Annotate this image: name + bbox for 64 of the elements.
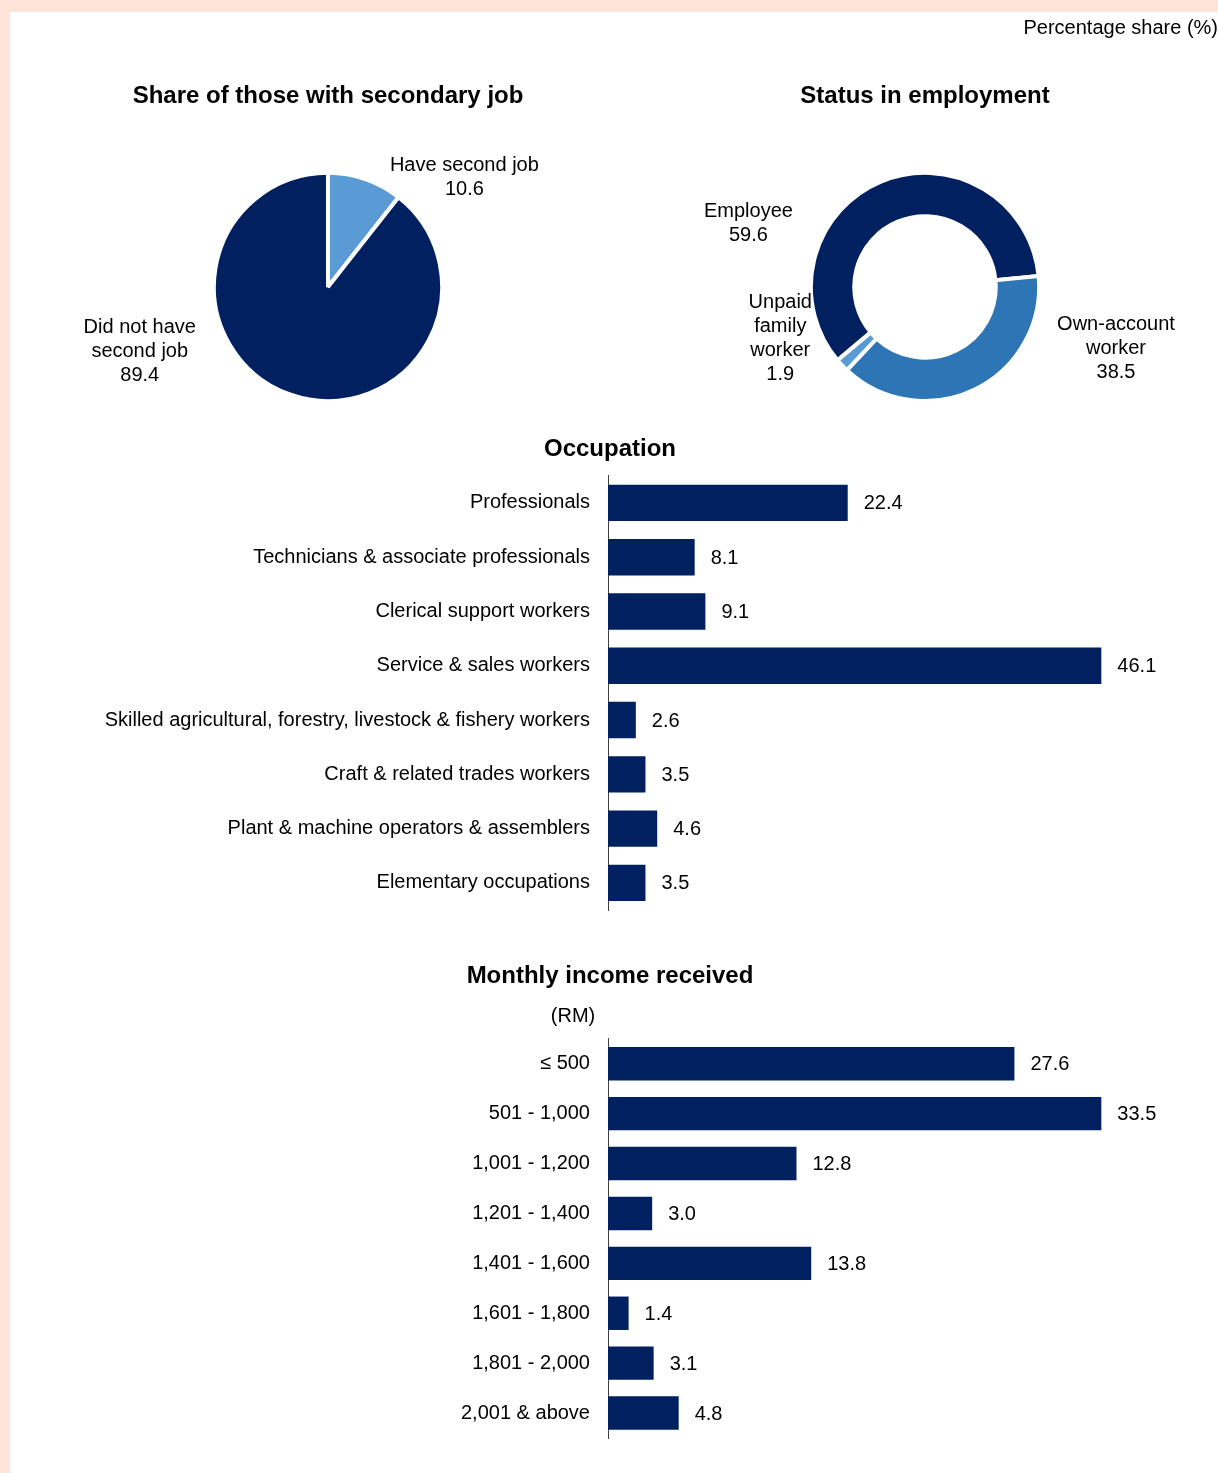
bar [608,1246,812,1281]
y-tick-label: ≤ 500 [540,1051,590,1074]
data-label: 3.5 [661,871,690,894]
slice-label: Own-account worker [1057,311,1176,358]
bar [608,1396,679,1430]
slice-label: Have second job [389,153,539,176]
y-tick-label: Elementary occupations [376,870,590,893]
y-tick-label: Skilled agricultural, forestry, livestock & fishery workers [104,707,590,730]
bar [608,1296,629,1330]
data-label: 89.4 [120,363,160,386]
data-label: 4.8 [694,1401,723,1424]
data-label: 33.5 [1117,1102,1157,1125]
y-tick-label: Professionals [469,490,590,513]
y-tick-label: 1,601 - 1,800 [472,1300,590,1323]
y-tick-label: Service & sales workers [376,653,590,676]
chart-title: Share of those with secondary job [132,81,524,109]
slice-label: Employee [703,199,793,222]
bar [608,539,695,576]
bar [608,1196,653,1231]
y-tick-label: Craft & related trades workers [324,761,590,784]
data-label: 38.5 [1096,359,1136,382]
y-tick-label: 1,401 - 1,600 [472,1250,590,1273]
bar [608,647,1102,684]
data-label: 3.5 [661,762,690,785]
y-tick-label: 501 - 1,000 [488,1101,590,1124]
chart-title: Status in employment [800,81,1050,109]
data-label: 10.6 [444,177,484,200]
data-label: 22.4 [863,491,903,514]
data-label: 9.1 [721,600,750,622]
bar [608,1146,797,1181]
bar [608,864,646,902]
data-label: 1.4 [644,1301,673,1324]
bar [608,810,658,847]
bar [608,701,636,739]
bar [608,593,706,630]
y-tick-label: Plant & machine operators & assemblers [227,816,590,839]
data-label: 13.8 [827,1251,867,1274]
data-label: 4.6 [673,817,702,840]
y-tick-label: Clerical support workers [375,599,590,621]
data-label: 59.6 [728,223,768,246]
data-label: 3.0 [668,1201,696,1224]
bar [608,756,646,793]
y-tick-label: 1,801 - 2,000 [472,1350,590,1373]
data-label: 27.6 [1030,1052,1070,1075]
data-label: 1.9 [766,362,795,385]
data-label: 8.1 [710,545,739,568]
data-label: 12.8 [812,1152,852,1175]
chart-title: Monthly income received [466,961,754,989]
data-label: 46.1 [1117,654,1157,677]
y-tick-label: 1,201 - 1,400 [472,1200,590,1223]
bar [608,484,848,522]
y-tick-label: 2,001 & above [461,1400,590,1423]
bar [608,1047,1015,1081]
bar [608,1096,1102,1131]
data-label: 3.1 [669,1351,698,1374]
y-tick-label: Technicians & associate professionals [253,544,590,567]
slice-label: Did not have second job [83,315,196,362]
data-label: 2.6 [651,708,680,731]
y-tick-label: 1,001 - 1,200 [472,1151,590,1174]
bar [608,1346,654,1380]
slice-label: Unpaid family worker [748,290,812,361]
chart-title: Occupation [543,434,677,462]
text: Percentage share (%) [1023,16,1218,39]
y-axis-title: (RM) [550,1004,596,1027]
